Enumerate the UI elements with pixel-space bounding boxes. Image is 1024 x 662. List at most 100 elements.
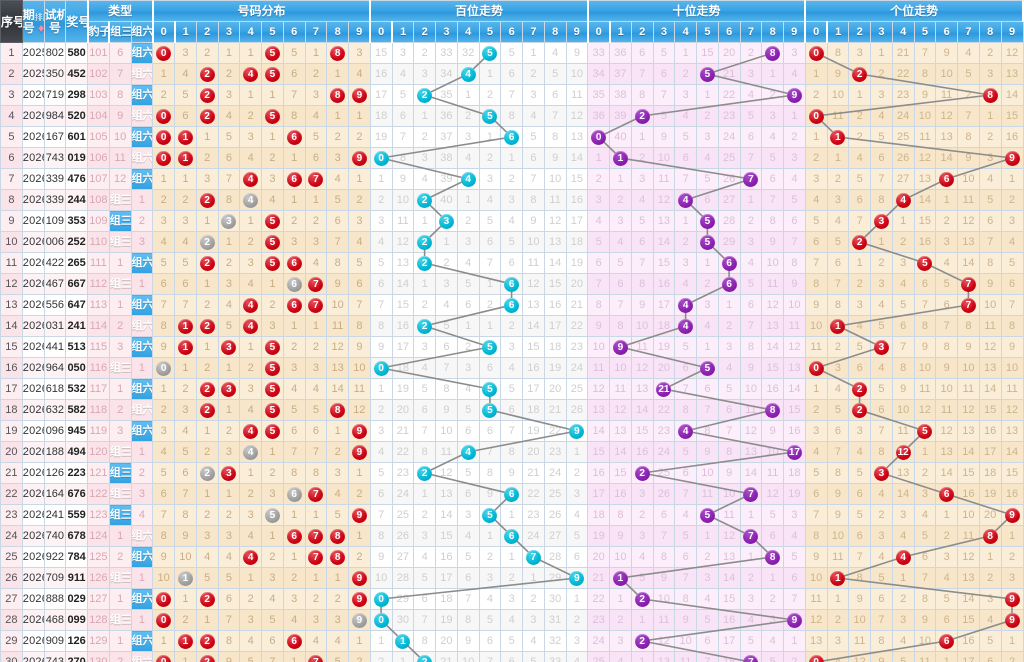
hundreds-cell-9: 24 (565, 357, 589, 379)
units-cell-8: 10 (978, 294, 1002, 316)
header-prize: 奖号 (65, 0, 88, 43)
hundreds-cell-9: 2 (565, 609, 589, 631)
row-test-number: 719 (43, 84, 67, 106)
dist-cell-6: 3 (282, 588, 306, 610)
tens-cell-0: 22 (587, 588, 610, 610)
table-row[interactable]: 222026020164676122组三36711236742624113696… (0, 483, 1024, 505)
units-cell-5: 13 (913, 168, 937, 190)
dist-cell-5: 1 (261, 84, 284, 106)
table-row[interactable]: 122026010467667112组三16613416796614135161… (0, 273, 1024, 295)
hundreds-cell-7: 5 (522, 651, 545, 662)
tens-cell-5: 1 (696, 84, 719, 106)
table-row[interactable]: 82026006339244108组三122284411522102401438… (0, 189, 1024, 211)
dist-cell-8: 9 (326, 273, 349, 295)
hundreds-cell-2: 2 (413, 252, 436, 274)
table-row[interactable]: 3020260287432701302组六0129571752212211076… (0, 651, 1024, 662)
tens-cell-7: 4 (739, 252, 763, 274)
table-body: 120253508025801016组六03211551831532333255… (0, 42, 1024, 662)
hundreds-cell-4: 5 (456, 399, 480, 421)
table-row[interactable]: 6202600474301910611组六0126421639083384216… (0, 147, 1024, 169)
tens-cell-2: 6 (630, 231, 654, 253)
tens-cell-5: 4 (696, 147, 719, 169)
units-cell-9: 1 (1000, 630, 1024, 652)
hundreds-cell-9: 10 (565, 63, 589, 85)
table-row[interactable]: 1720260156185321171组六1223354414111195845… (0, 378, 1024, 400)
row-sequence: 13 (0, 294, 23, 316)
header-tens-digit-6: 6 (717, 21, 741, 43)
table-row[interactable]: 420260029845201049组六06242584111861362584… (0, 105, 1024, 127)
table-row[interactable]: 282026026468099128组三10217354339030719854… (0, 609, 1024, 631)
table-row[interactable]: 1320260115566471131组六7724426710771524626… (0, 294, 1024, 316)
units-cell-5: 6 (913, 273, 937, 295)
table-row[interactable]: 220253513504521027组六14224562141643344162… (0, 63, 1024, 85)
dist-cell-5: 5 (261, 63, 284, 85)
tens-cell-7: 5 (739, 105, 763, 127)
row-prize-number: 452 (65, 63, 88, 85)
table-row[interactable]: 1420260120312411142组六8125431111881625112… (0, 315, 1024, 337)
units-cell-5: 5 (913, 420, 937, 442)
tens-cell-0: 15 (587, 441, 610, 463)
table-row[interactable]: 212026019126223121组三25623128831523212589… (0, 462, 1024, 484)
row-issue-number: 2026010 (21, 273, 45, 295)
tens-cell-6: 21 (717, 63, 741, 85)
units-cell-5: 12 (913, 147, 937, 169)
row-type-baozi: 107 (87, 168, 110, 190)
tens-cell-8: 4 (761, 126, 784, 148)
table-row[interactable]: 1820260166325821182组六2321455581222069556… (0, 399, 1024, 421)
dist-cell-4: 4 (239, 630, 262, 652)
tens-cell-6: 11 (717, 504, 741, 526)
tens-cell-4: 4 (674, 420, 697, 442)
tens-cell-4: 9 (674, 609, 697, 631)
tens-cell-4: 4 (674, 504, 697, 526)
hundreds-cell-5: 5 (478, 609, 502, 631)
table-row[interactable]: 2520260239227841252组六9104442178292741652… (0, 546, 1024, 568)
table-row[interactable]: 7202600533947610712组六1137436741194394327… (0, 168, 1024, 190)
hundreds-cell-6: 7 (500, 420, 523, 442)
row-issue-number: 2026026 (21, 609, 45, 631)
table-row[interactable]: 5202600316760110510组六0115316522197237316… (0, 126, 1024, 148)
row-issue-number: 2026018 (21, 441, 45, 463)
table-row[interactable]: 162026014964050116组三10121253313100184736… (0, 357, 1024, 379)
table-row[interactable]: 2420260227406781241组六8933416781826315416… (0, 525, 1024, 547)
hundreds-cell-9: 1 (565, 441, 589, 463)
table-row[interactable]: 2920260279091261291组六1128466441118209654… (0, 630, 1024, 652)
table-row[interactable]: 2720260258880291271组六0126243229029618743… (0, 588, 1024, 610)
units-cell-8: 20 (978, 504, 1002, 526)
table-row[interactable]: 120253508025801016组六03211551831532333255… (0, 42, 1024, 64)
row-sequence: 24 (0, 525, 23, 547)
hundreds-cell-2: 7 (413, 420, 436, 442)
row-type-baozi: 110 (87, 231, 110, 253)
row-type-baozi: 112 (87, 273, 110, 295)
dist-cell-8: 3 (326, 462, 349, 484)
units-cell-7: 4 (957, 42, 980, 64)
units-cell-0: 11 (804, 588, 828, 610)
row-type-zuliu: 组六 (130, 399, 154, 421)
hundreds-cell-2: 4 (413, 168, 436, 190)
table-row[interactable]: 232026021241559123组三47822351159725214351… (0, 504, 1024, 526)
hundreds-cell-6: 6 (500, 483, 523, 505)
units-cell-1: 1 (826, 126, 850, 148)
row-issue-number: 2026022 (21, 525, 45, 547)
units-cell-9: 1 (1000, 525, 1024, 547)
table-row[interactable]: 1520260134415131153组六9113152212991736253… (0, 336, 1024, 358)
units-cell-5: 8 (913, 63, 937, 85)
row-type-zusan: 组三 (108, 189, 132, 211)
hundreds-cell-7: 2 (522, 588, 545, 610)
table-row[interactable]: 102026008006252110组三34421253374412213651… (0, 231, 1024, 253)
tens-cell-6: 28 (717, 210, 741, 232)
dist-cell-8: 4 (326, 168, 349, 190)
table-row[interactable]: 262026024709911126组三11015513211910285176… (0, 567, 1024, 589)
header-testnumber: 试机 号 (43, 0, 67, 43)
table-row[interactable]: 1120260094222651111组六5522356485513224761… (0, 252, 1024, 274)
row-sequence: 18 (0, 399, 23, 421)
tens-cell-8: 16 (761, 378, 784, 400)
table-row[interactable]: 202026018188494120组三14523417729422811478… (0, 441, 1024, 463)
table-row[interactable]: 92026007109353109组三233131522633111325491… (0, 210, 1024, 232)
tens-cell-0: 0 (587, 126, 610, 148)
tens-cell-9: 16 (783, 420, 806, 442)
units-cell-4: 5 (891, 294, 915, 316)
table-row[interactable]: 1920260170969451193组六3412456619321710667… (0, 420, 1024, 442)
hundreds-cell-0: 4 (369, 441, 393, 463)
table-row[interactable]: 320260017192981038组六25231173891752351273… (0, 84, 1024, 106)
tens-cell-1: 11 (609, 378, 632, 400)
